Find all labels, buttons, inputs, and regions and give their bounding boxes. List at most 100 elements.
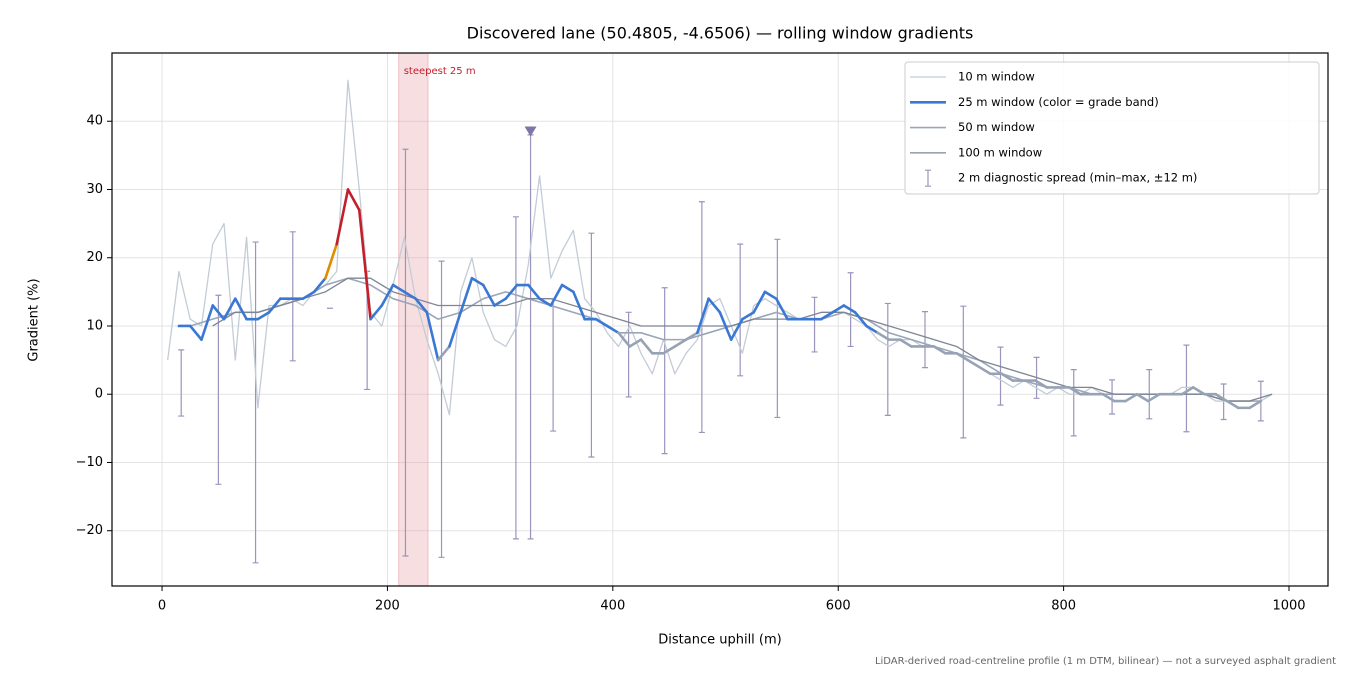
footnote: LiDAR-derived road-centreline profile (1… (875, 656, 1336, 667)
error-bar (512, 216, 519, 540)
line-segment (820, 311, 834, 321)
line-segment (481, 283, 496, 307)
error-bar (737, 243, 744, 377)
line-segment (605, 324, 620, 335)
axes: 0 200 400 600 800 1000 −20 −10 0 10 20 30 40 (76, 114, 1306, 614)
x-tick-label: 600 (826, 599, 851, 614)
line-segment (594, 317, 609, 328)
line-segment (549, 283, 564, 307)
line-segment (357, 208, 372, 321)
line-segment (696, 297, 710, 335)
line-segment (1124, 392, 1139, 403)
y-axis-label: Gradient (%) (27, 278, 42, 361)
series-line (167, 79, 1273, 416)
line-segment (1000, 372, 1015, 382)
line-segment (380, 283, 395, 307)
line-segment (1146, 392, 1161, 403)
legend-label: 10 m window (958, 70, 1035, 84)
line-segment (977, 365, 992, 376)
line-segment (628, 338, 643, 348)
line-segment (763, 290, 778, 300)
error-bar (1070, 369, 1077, 437)
line-segment (842, 304, 857, 314)
line-segment (369, 304, 384, 321)
error-bar (625, 311, 632, 398)
line-segment (470, 276, 485, 287)
line-segment (527, 283, 541, 300)
line-segment (662, 345, 677, 355)
line-segment (538, 297, 553, 307)
line-segment (1225, 399, 1240, 410)
line-segment (684, 331, 699, 341)
legend-swatch (925, 169, 931, 187)
legend-label: 2 m diagnostic spread (min–max, ±12 m) (958, 171, 1197, 185)
line-segment (324, 242, 339, 280)
line-segment (403, 290, 417, 300)
line-segment (200, 304, 215, 341)
error-bar (178, 349, 185, 417)
x-axis-label: Distance uphill (m) (658, 633, 781, 648)
line-segment (1180, 386, 1195, 396)
line-segment (414, 297, 429, 314)
line-segment (493, 297, 508, 307)
line-segment (211, 304, 226, 321)
line-segment (560, 283, 575, 294)
line-segment (1248, 399, 1263, 410)
line-segment (876, 331, 891, 341)
x-tick-label: 1000 (1272, 599, 1305, 614)
line-segment (966, 358, 981, 369)
steepest-span (398, 52, 429, 587)
line-segment (436, 345, 451, 362)
error-bar (1109, 379, 1116, 415)
legend-label: 25 m window (color = grade band) (958, 95, 1159, 109)
error-bar (402, 148, 409, 557)
error-bar (997, 346, 1004, 406)
y-tick-label: −10 (76, 455, 103, 470)
line-segment (391, 283, 406, 294)
error-bar (921, 311, 928, 369)
line-segment (335, 188, 350, 246)
x-tick-label: 800 (1051, 599, 1076, 614)
error-bar (1220, 383, 1227, 421)
line-segment (312, 276, 327, 294)
error-bar (1183, 344, 1190, 433)
line-segment (617, 331, 632, 348)
line-segment (459, 276, 474, 314)
legend: 10 m window 25 m window (color = grade ba… (904, 61, 1320, 195)
line-segment (729, 317, 744, 341)
line-segment (752, 290, 767, 314)
error-bar (661, 287, 668, 455)
line-segment (222, 297, 237, 321)
y-tick-label: 30 (86, 182, 103, 197)
error-bar (289, 231, 296, 362)
error-bar (884, 302, 891, 416)
line-segment (1034, 379, 1049, 389)
line-segment (267, 297, 282, 314)
line-segment (572, 290, 586, 321)
y-tick-label: 10 (86, 318, 103, 333)
line-segment (346, 188, 361, 212)
y-tick-label: 0 (95, 387, 103, 402)
line-segment (1067, 386, 1082, 396)
peak-marker (524, 126, 537, 137)
x-tick-label: 200 (375, 599, 400, 614)
x-tick-label: 400 (600, 599, 625, 614)
legend-box (904, 61, 1320, 195)
line-segment (955, 351, 970, 362)
line-segment (188, 324, 203, 341)
error-bar (811, 296, 818, 353)
line-segment (707, 297, 722, 314)
line-segment (1191, 386, 1206, 396)
error-bar (588, 232, 595, 458)
plot: steepest 25 m (167, 52, 1273, 587)
line-segment (1101, 392, 1116, 403)
y-tick-label: −20 (76, 523, 103, 538)
x-tick-label: 0 (158, 599, 166, 614)
span-label: steepest 25 m (404, 66, 476, 77)
line-segment (504, 283, 519, 300)
line-segment (448, 311, 462, 348)
line-segment (673, 338, 688, 348)
error-bar (215, 294, 222, 485)
